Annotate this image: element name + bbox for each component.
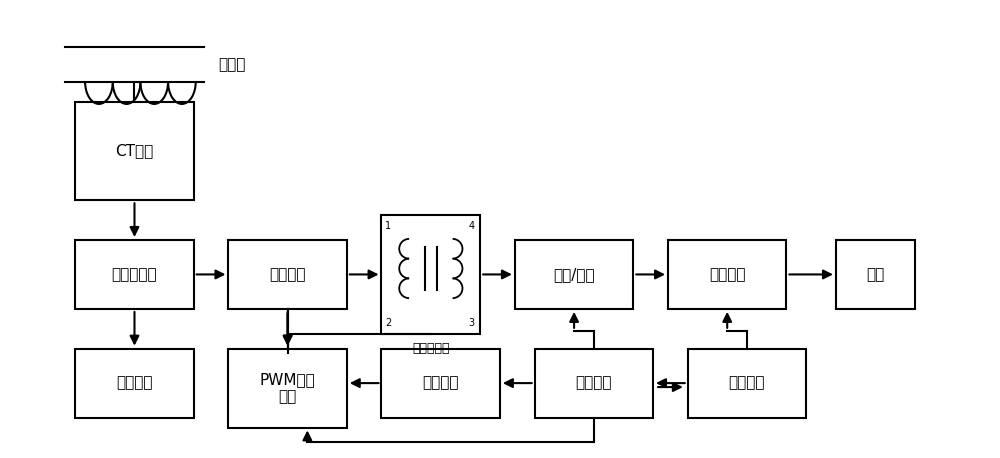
- Bar: [75, 102, 194, 200]
- Text: 防雷击电路: 防雷击电路: [112, 267, 157, 282]
- Text: 3: 3: [468, 318, 475, 328]
- Text: 负载: 负载: [866, 267, 885, 282]
- Bar: [836, 240, 915, 309]
- Text: PWM控制
电路: PWM控制 电路: [260, 372, 315, 404]
- Text: 4: 4: [468, 221, 475, 231]
- Text: 泄放吸收: 泄放吸收: [116, 376, 153, 391]
- Bar: [668, 240, 786, 309]
- Text: 采样反馈: 采样反馈: [576, 376, 612, 391]
- Text: 隔离变压器: 隔离变压器: [412, 342, 450, 354]
- Bar: [535, 349, 653, 418]
- Text: 输出电路: 输出电路: [709, 267, 745, 282]
- Bar: [381, 215, 480, 334]
- Bar: [75, 349, 194, 418]
- Text: 整流/滤波: 整流/滤波: [553, 267, 595, 282]
- Text: CT取电: CT取电: [115, 143, 154, 158]
- Text: 1: 1: [385, 221, 392, 231]
- Text: 输电线: 输电线: [218, 57, 246, 72]
- Text: 隔离光耦: 隔离光耦: [422, 376, 459, 391]
- Text: 整流储能: 整流储能: [269, 267, 306, 282]
- Bar: [75, 240, 194, 309]
- Text: 2: 2: [385, 318, 392, 328]
- Bar: [688, 349, 806, 418]
- Bar: [228, 349, 347, 428]
- Bar: [381, 349, 500, 418]
- Bar: [228, 240, 347, 309]
- Text: 电瓶充电: 电瓶充电: [729, 376, 765, 391]
- Bar: [515, 240, 633, 309]
